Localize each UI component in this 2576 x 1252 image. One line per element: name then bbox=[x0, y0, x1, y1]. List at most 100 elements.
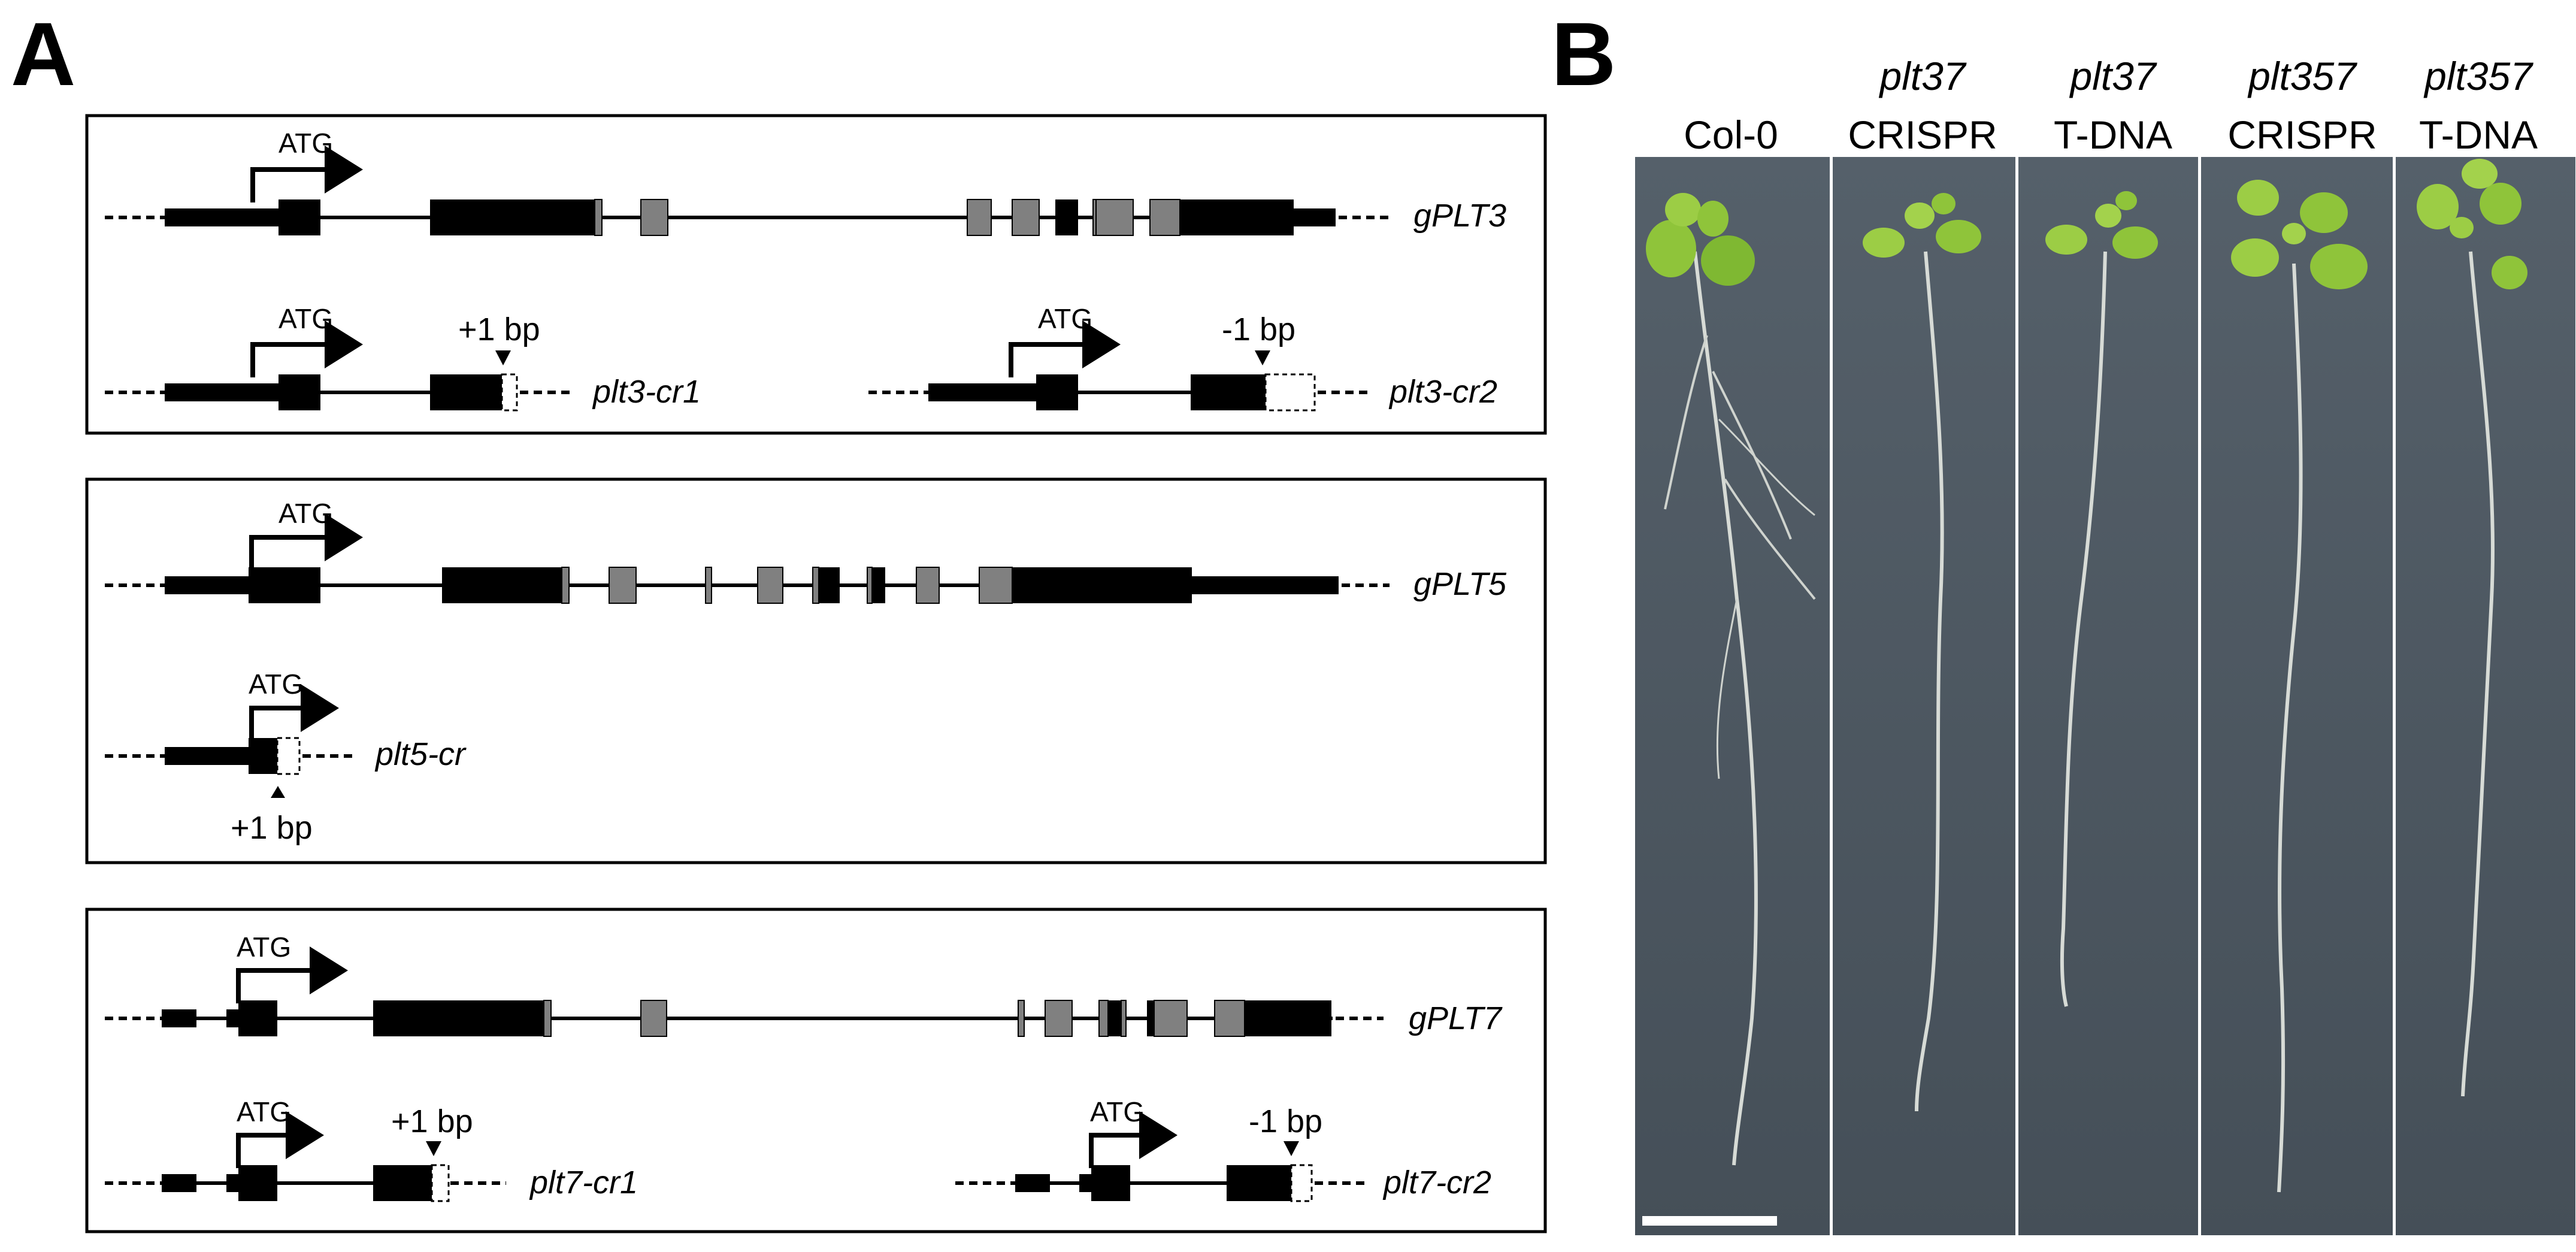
gene-label-plt3-cr2: plt3-cr2 bbox=[1388, 374, 1497, 410]
lane-header-plt37-crispr-line2: CRISPR bbox=[1848, 113, 1997, 157]
exon-grey bbox=[609, 567, 637, 604]
box-plt5: ATG gPLT5 ATG +1 bp plt5-cr bbox=[85, 477, 1547, 864]
gene-label-plt7-cr1: plt7-cr1 bbox=[529, 1165, 638, 1200]
exon bbox=[1108, 1000, 1121, 1036]
indel-label: -1 bp bbox=[1249, 1103, 1322, 1139]
scale-bar bbox=[1642, 1216, 1777, 1226]
exon-truncated bbox=[430, 374, 502, 410]
utr-3 bbox=[1189, 576, 1339, 594]
exon-truncated bbox=[249, 738, 277, 774]
leaf bbox=[1646, 220, 1696, 277]
leaf bbox=[2112, 226, 2158, 259]
leaf bbox=[2417, 184, 2459, 229]
leaf bbox=[1936, 220, 1981, 253]
leaf bbox=[2115, 191, 2137, 210]
leaf bbox=[2231, 238, 2279, 277]
leaf bbox=[2095, 204, 2121, 228]
mutation-site-marker bbox=[1284, 1141, 1299, 1156]
exon bbox=[238, 1000, 277, 1036]
exon-grey bbox=[1149, 199, 1180, 236]
exon-grey bbox=[640, 1000, 667, 1037]
lateral-root bbox=[1712, 371, 1792, 540]
mutation-site-marker bbox=[1255, 350, 1270, 365]
exon-deleted bbox=[276, 737, 301, 775]
utr-5 bbox=[165, 208, 281, 226]
lateral-root bbox=[1664, 335, 1708, 510]
gene-model-gplt3: ATG gPLT3 bbox=[105, 128, 1506, 236]
lane-header-plt37-tdna-line1: plt37 bbox=[2069, 54, 2157, 98]
tss-arrow bbox=[1009, 320, 1121, 377]
lane-plt37-tdna bbox=[2018, 157, 2198, 1235]
exon bbox=[872, 567, 885, 603]
leaf bbox=[2462, 159, 2498, 189]
gene-label-gplt5: gPLT5 bbox=[1413, 566, 1507, 602]
atg-label: ATG bbox=[249, 669, 303, 700]
lane-header-plt37-crispr-line1: plt37 bbox=[1878, 54, 1966, 98]
exon bbox=[819, 567, 840, 603]
atg-label: ATG bbox=[279, 128, 333, 159]
exon-truncated bbox=[373, 1165, 432, 1201]
lateral-root bbox=[1724, 478, 1816, 600]
tss-arrow bbox=[250, 146, 363, 202]
exon bbox=[279, 199, 320, 235]
exon-grey bbox=[757, 567, 783, 604]
gene-label-plt5-cr: plt5-cr bbox=[374, 736, 467, 772]
seedling-photo bbox=[1635, 157, 2575, 1235]
exon-grey bbox=[705, 567, 712, 604]
indel-label: -1 bp bbox=[1222, 312, 1295, 347]
lane-header-plt357-tdna-line1: plt357 bbox=[2423, 54, 2533, 98]
panel-b-letter: B bbox=[1551, 4, 1616, 104]
gene-model-gplt7: ATG gPLT7 bbox=[105, 932, 1503, 1037]
utr-5 bbox=[226, 1009, 238, 1027]
box-plt7-frame bbox=[85, 908, 1547, 1233]
mutation-site-marker bbox=[426, 1141, 441, 1156]
exon bbox=[1245, 1000, 1331, 1036]
gene-label-gplt7: gPLT7 bbox=[1409, 1000, 1503, 1036]
exon-grey bbox=[640, 199, 668, 236]
primary-root bbox=[1915, 251, 1944, 1112]
atg-label: ATG bbox=[237, 1096, 291, 1127]
exon-grey bbox=[1012, 199, 1040, 236]
atg-label: ATG bbox=[237, 932, 291, 963]
leaf bbox=[2492, 256, 2527, 289]
tss-arrow bbox=[249, 513, 363, 570]
exon-truncated bbox=[1191, 374, 1266, 410]
seedling-plt37-tdna bbox=[2045, 191, 2158, 1007]
lane-header-plt357-tdna-line2: T-DNA bbox=[2419, 113, 2538, 157]
exon bbox=[1147, 1000, 1154, 1036]
exon-grey bbox=[1121, 1000, 1127, 1037]
leaf bbox=[1697, 201, 1729, 237]
exon bbox=[1012, 567, 1192, 603]
exon-grey bbox=[979, 567, 1013, 604]
exon-grey bbox=[561, 567, 570, 604]
utr-5 bbox=[162, 1009, 196, 1027]
exon bbox=[1091, 1165, 1130, 1201]
gene-label-plt7-cr2: plt7-cr2 bbox=[1382, 1165, 1491, 1200]
lane-header-plt37-tdna-line2: T-DNA bbox=[2054, 113, 2172, 157]
tss-arrow bbox=[236, 1111, 324, 1168]
exon bbox=[373, 1000, 544, 1036]
panel-a-letter: A bbox=[11, 4, 75, 104]
exon bbox=[279, 374, 320, 410]
leaf bbox=[2237, 180, 2279, 216]
utr-5 bbox=[165, 383, 281, 401]
exon bbox=[238, 1165, 277, 1201]
gene-model-gplt5: ATG gPLT5 bbox=[105, 498, 1507, 604]
exon-grey bbox=[916, 567, 940, 604]
exon-grey bbox=[1095, 199, 1134, 236]
lane-header-plt357-crispr-line1: plt357 bbox=[2247, 54, 2357, 98]
exon-grey bbox=[1045, 1000, 1073, 1037]
primary-root bbox=[1693, 251, 1758, 1166]
lane-col0 bbox=[1635, 157, 1830, 1235]
exon-grey bbox=[1018, 1000, 1025, 1037]
seedling-plt357-crispr bbox=[2231, 180, 2368, 1193]
utr-5 bbox=[162, 1174, 196, 1192]
atg-label: ATG bbox=[279, 498, 333, 529]
lane-plt37-crispr bbox=[1833, 157, 2015, 1235]
exon-deleted bbox=[431, 1164, 450, 1202]
utr-5 bbox=[928, 383, 1039, 401]
primary-root bbox=[2060, 251, 2107, 1007]
seedling-col0 bbox=[1646, 193, 1816, 1166]
utr-5 bbox=[1015, 1174, 1050, 1192]
atg-label: ATG bbox=[1090, 1096, 1145, 1127]
